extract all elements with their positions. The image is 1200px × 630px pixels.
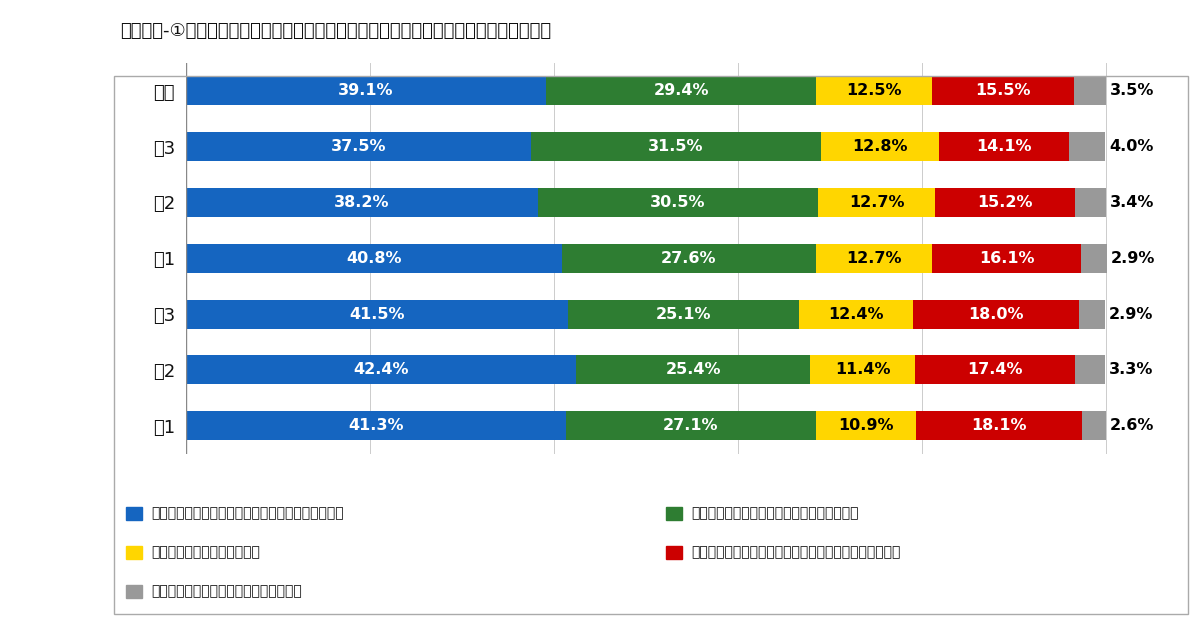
Text: 31.5%: 31.5% bbox=[648, 139, 704, 154]
Bar bbox=[566, 411, 816, 440]
Text: まず動いてみて、うまくいかなかったら次を考える: まず動いてみて、うまくいかなかったら次を考える bbox=[151, 507, 344, 520]
Text: 25.1%: 25.1% bbox=[655, 307, 712, 321]
Bar bbox=[913, 300, 1079, 329]
Text: 本やインターネットで情報を調べて対応する: 本やインターネットで情報を調べて対応する bbox=[691, 507, 859, 520]
Bar bbox=[799, 300, 913, 329]
Text: 30.5%: 30.5% bbox=[650, 195, 706, 210]
Text: 12.4%: 12.4% bbox=[828, 307, 883, 321]
Text: 対応できそうな人に相談する: 対応できそうな人に相談する bbox=[151, 546, 260, 559]
Bar bbox=[568, 300, 799, 329]
Text: 38.2%: 38.2% bbox=[334, 195, 390, 210]
Bar bbox=[186, 355, 576, 384]
Text: 27.6%: 27.6% bbox=[661, 251, 716, 266]
Text: 41.5%: 41.5% bbox=[349, 307, 404, 321]
Bar bbox=[576, 355, 810, 384]
Bar bbox=[1079, 300, 1105, 329]
Text: 12.7%: 12.7% bbox=[846, 251, 901, 266]
Text: 18.0%: 18.0% bbox=[968, 307, 1024, 321]
Bar bbox=[562, 244, 816, 273]
Bar bbox=[931, 76, 1074, 105]
Bar bbox=[1081, 244, 1108, 273]
Text: 39.1%: 39.1% bbox=[338, 83, 394, 98]
Bar bbox=[1082, 411, 1106, 440]
Text: 18.1%: 18.1% bbox=[972, 418, 1027, 433]
Text: 2.9%: 2.9% bbox=[1111, 251, 1156, 266]
Text: 15.5%: 15.5% bbox=[976, 83, 1031, 98]
Text: 25.4%: 25.4% bbox=[665, 362, 721, 377]
Bar bbox=[818, 188, 935, 217]
Text: 42.4%: 42.4% bbox=[353, 362, 409, 377]
Bar bbox=[1075, 188, 1106, 217]
Text: 2.9%: 2.9% bbox=[1109, 307, 1153, 321]
Text: 12.5%: 12.5% bbox=[846, 83, 901, 98]
Text: 3.5%: 3.5% bbox=[1110, 83, 1154, 98]
Text: 2.6%: 2.6% bbox=[1110, 418, 1154, 433]
Text: 40.8%: 40.8% bbox=[346, 251, 402, 266]
Bar bbox=[186, 411, 566, 440]
Bar bbox=[935, 188, 1075, 217]
Bar bbox=[532, 132, 821, 161]
Bar bbox=[546, 76, 816, 105]
Bar bbox=[810, 355, 914, 384]
Text: 16.1%: 16.1% bbox=[979, 251, 1034, 266]
Bar bbox=[816, 244, 932, 273]
Text: 37.5%: 37.5% bbox=[331, 139, 386, 154]
Bar bbox=[938, 132, 1069, 161]
Bar bbox=[932, 244, 1081, 273]
Bar bbox=[821, 132, 938, 161]
Bar bbox=[538, 188, 818, 217]
Text: グラフ１-①　あなたは与えられた課題に対してどのように取り組むことが多いですか？: グラフ１-① あなたは与えられた課題に対してどのように取り組むことが多いですか？ bbox=[120, 22, 551, 40]
Text: 11.4%: 11.4% bbox=[835, 362, 890, 377]
Bar bbox=[186, 244, 562, 273]
Bar bbox=[186, 132, 532, 161]
Text: 4.0%: 4.0% bbox=[1109, 139, 1153, 154]
Bar bbox=[1074, 76, 1106, 105]
Text: 29.4%: 29.4% bbox=[654, 83, 709, 98]
Bar bbox=[916, 411, 1082, 440]
Bar bbox=[186, 188, 538, 217]
Text: 10.9%: 10.9% bbox=[838, 418, 894, 433]
Text: 14.1%: 14.1% bbox=[976, 139, 1032, 154]
Bar bbox=[914, 355, 1075, 384]
Bar bbox=[1069, 132, 1105, 161]
Text: 人が解決してくれるのを待つことが多い: 人が解決してくれるのを待つことが多い bbox=[151, 585, 302, 598]
Bar bbox=[816, 411, 916, 440]
Text: 12.8%: 12.8% bbox=[852, 139, 907, 154]
Text: 15.2%: 15.2% bbox=[977, 195, 1033, 210]
Text: 課題をじっくり見極め、最適な方法を見つけようとする: 課題をじっくり見極め、最適な方法を見つけようとする bbox=[691, 546, 900, 559]
Bar bbox=[186, 76, 546, 105]
Text: 12.7%: 12.7% bbox=[850, 195, 905, 210]
Bar bbox=[816, 76, 931, 105]
Text: 27.1%: 27.1% bbox=[664, 418, 719, 433]
Text: 3.3%: 3.3% bbox=[1109, 362, 1153, 377]
Text: 3.4%: 3.4% bbox=[1110, 195, 1154, 210]
Bar bbox=[1075, 355, 1105, 384]
Bar bbox=[186, 300, 568, 329]
Text: 17.4%: 17.4% bbox=[967, 362, 1022, 377]
Text: 41.3%: 41.3% bbox=[348, 418, 404, 433]
